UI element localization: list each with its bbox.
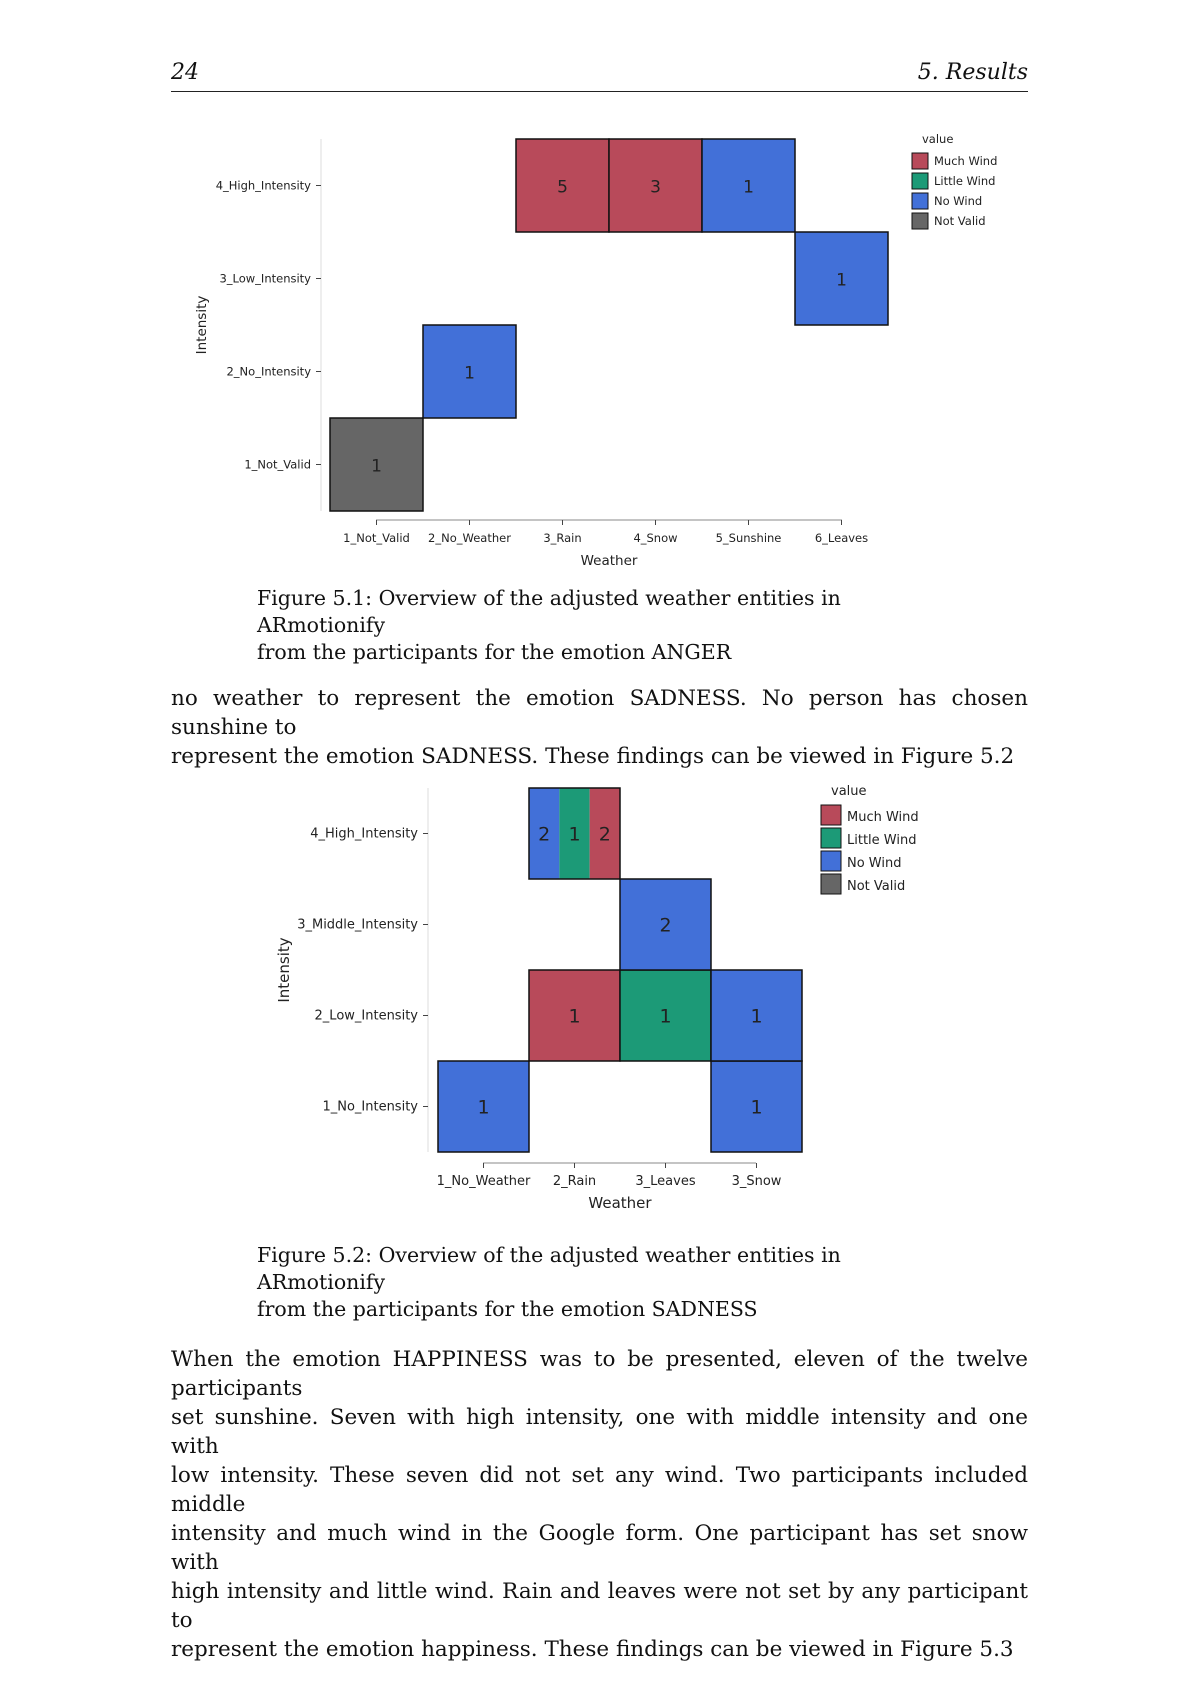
x-axis-title: Weather	[581, 553, 638, 569]
y-tick-label: 1_No_Intensity	[322, 1100, 418, 1115]
x-tick-label: 1_Not_Valid	[343, 531, 410, 545]
y-tick-label: 3_Low_Intensity	[219, 272, 311, 286]
cell-count-label: 2	[538, 824, 550, 846]
paragraph-line: set sunshine. Seven with high intensity,…	[171, 1405, 1028, 1459]
cell-count-label: 2	[599, 824, 611, 846]
legend-label: Not Valid	[934, 214, 986, 228]
heatmap-cell-segment	[620, 879, 711, 970]
heatmap-cell-segment	[609, 139, 702, 232]
x-axis-title: Weather	[588, 1194, 652, 1212]
legend-swatch	[820, 873, 842, 895]
legend-label: Much Wind	[847, 810, 919, 825]
paragraph-line: represent the emotion SADNESS. These fin…	[171, 744, 1015, 769]
caption-line: from the participants for the emotion SA…	[257, 1297, 758, 1321]
caption-line: Figure 5.2: Overview of the adjusted wea…	[257, 1243, 841, 1294]
figure-5-2-heatmap: 1_No_Intensity 2_Low_Intensity 3_Middle_In…	[275, 784, 919, 1212]
y-tick-label: 2_Low_Intensity	[315, 1009, 419, 1024]
header-rule	[171, 91, 1028, 92]
x-tick-label: 2_No_Weather	[428, 531, 511, 545]
heatmap-cell-segment	[711, 970, 802, 1061]
heatmap-cell-border	[437, 1060, 530, 1153]
chapter-title: 5. Results	[917, 60, 1028, 85]
figure-5-2-caption: Figure 5.2: Overview of the adjusted wea…	[257, 1242, 957, 1323]
paragraph-line: When the emotion HAPPINESS was to be pre…	[171, 1347, 1028, 1401]
cell-count-label: 5	[557, 178, 568, 198]
cell-count-label: 1	[750, 1006, 762, 1028]
x-tick-label: 3_Leaves	[635, 1174, 695, 1189]
paragraph-line: intensity and much wind in the Google fo…	[171, 1521, 1028, 1575]
cell-count-label: 1	[371, 457, 382, 477]
legend-label: No Wind	[934, 194, 982, 208]
heatmap-cell-segment	[702, 139, 795, 232]
legend-label: Little Wind	[847, 833, 916, 848]
cell-count-label: 1	[477, 1097, 489, 1119]
cell-count-label: 2	[659, 915, 671, 937]
paragraph-line: represent the emotion happiness. These f…	[171, 1637, 1014, 1662]
paragraph: When the emotion HAPPINESS was to be pre…	[171, 1345, 1028, 1664]
heatmap-cell-segment	[423, 325, 516, 418]
legend-swatch	[911, 212, 929, 230]
heatmap-cell-segment	[559, 788, 590, 879]
y-tick-label: 1_Not_Valid	[244, 458, 311, 472]
heatmap-cell-segment	[711, 1061, 802, 1152]
cell-count-label: 1	[836, 271, 847, 291]
heatmap-cell-border	[710, 969, 803, 1062]
cell-count-label: 1	[464, 364, 475, 384]
cell-count-label: 1	[568, 1006, 580, 1028]
heatmap-cell-border	[701, 138, 796, 233]
y-tick-label: 2_No_Intensity	[226, 365, 311, 379]
heatmap-cell-segment	[620, 970, 711, 1061]
cell-count-label: 1	[568, 824, 580, 846]
legend-swatch	[820, 804, 842, 826]
figure-5-1-caption: Figure 5.1: Overview of the adjusted wea…	[257, 585, 957, 666]
y-tick-label: 4_High_Intensity	[216, 179, 311, 193]
page-number: 24	[171, 60, 199, 85]
x-tick-label: 2_Rain	[553, 1174, 596, 1189]
heatmap-cell-segment	[516, 139, 609, 232]
heatmap-cell-border	[528, 787, 621, 880]
cell-count-label: 1	[743, 178, 754, 198]
heatmap-cell-segment	[529, 970, 620, 1061]
legend-swatch	[911, 192, 929, 210]
legend-label: Little Wind	[934, 174, 995, 188]
heatmap-cell-segment	[330, 418, 423, 511]
paragraph-line: no weather to represent the emotion SADN…	[171, 686, 1028, 740]
paragraph-line: high intensity and little wind. Rain and…	[171, 1579, 1028, 1633]
paragraph-line: low intensity. These seven did not set a…	[171, 1463, 1028, 1517]
x-tick-label: 3_Rain	[543, 531, 581, 545]
legend-swatch	[820, 827, 842, 849]
cell-count-label: 1	[659, 1006, 671, 1028]
caption-line: from the participants for the emotion AN…	[257, 640, 732, 664]
legend-label: No Wind	[847, 856, 901, 871]
caption-line: Figure 5.1: Overview of the adjusted wea…	[257, 586, 841, 637]
legend-label: Not Valid	[847, 879, 905, 894]
x-tick-label: 6_Leaves	[815, 531, 868, 545]
legend-swatch	[911, 152, 929, 170]
legend-title: value	[922, 132, 953, 146]
heatmap-cell-segment	[795, 232, 888, 325]
heatmap-cell-segment	[529, 788, 560, 879]
legend-label: Much Wind	[934, 154, 997, 168]
heatmap-cell-segment	[589, 788, 620, 879]
x-tick-label: 1_No_Weather	[437, 1174, 531, 1189]
legend-title: value	[831, 784, 867, 799]
legend-swatch	[911, 172, 929, 190]
heatmap-cell-border	[619, 878, 712, 971]
y-tick-label: 3_Middle_Intensity	[297, 918, 418, 933]
y-tick-label: 4_High_Intensity	[310, 827, 418, 842]
x-tick-label: 3_Snow	[732, 1174, 782, 1189]
cell-count-label: 3	[650, 178, 661, 198]
legend-swatch	[820, 850, 842, 872]
y-axis-title: Intensity	[275, 937, 293, 1002]
paragraph: no weather to represent the emotion SADN…	[171, 684, 1028, 771]
heatmap-cell-segment	[438, 1061, 529, 1152]
x-tick-label: 5_Sunshine	[716, 531, 782, 545]
heatmap-cell-border	[422, 324, 517, 419]
heatmap-cell-border	[794, 231, 889, 326]
x-tick-label: 4_Snow	[633, 531, 677, 545]
figure-5-1-heatmap: 1_Not_Valid 2_No_Intensity 3_Low_Intensity…	[194, 132, 997, 569]
heatmap-cell-border	[329, 417, 424, 512]
y-axis-title: Intensity	[194, 296, 210, 355]
cell-count-label: 1	[750, 1097, 762, 1119]
